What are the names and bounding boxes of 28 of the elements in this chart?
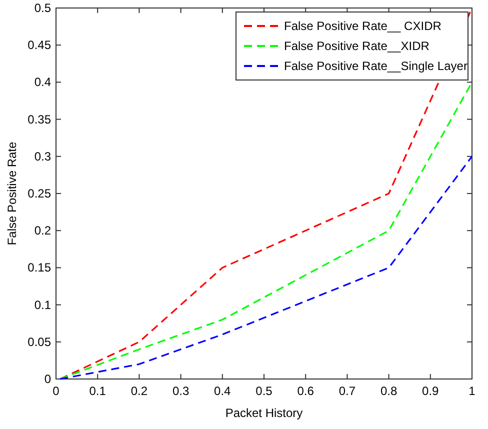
x-tick-label: 0.4 — [214, 384, 232, 398]
x-tick-label: 0 — [52, 384, 60, 398]
y-tick-label: 0.05 — [28, 334, 52, 349]
y-tick-label: 0.4 — [34, 75, 52, 90]
x-tick-label: 0.9 — [422, 384, 440, 398]
y-axis-title: False Positive Rate — [5, 141, 19, 246]
legend-label: False Positive Rate__XIDR — [284, 39, 430, 53]
y-tick-label: 0.5 — [34, 1, 52, 15]
y-tick-label: 0.2 — [34, 224, 52, 238]
x-tick-label: 0.6 — [297, 384, 314, 398]
x-tick-label: 0.5 — [256, 384, 273, 398]
x-tick-label: 0.1 — [89, 384, 106, 398]
x-tick-label: 0.7 — [338, 384, 356, 398]
legend-label: False Positive Rate__Single Layer — [284, 59, 468, 73]
y-tick-label: 0.1 — [34, 298, 52, 312]
x-tick-label: 1 — [468, 384, 476, 398]
y-tick-label: 0 — [44, 372, 52, 386]
y-tick-label: 0.45 — [28, 38, 52, 52]
x-tick-label: 0.8 — [380, 384, 398, 398]
y-tick-label: 0.3 — [34, 149, 52, 164]
y-tick-label: 0.25 — [28, 186, 52, 200]
legend-label: False Positive Rate__ CXIDR — [284, 19, 442, 33]
x-tick-label: 0.3 — [172, 384, 190, 398]
y-tick-label: 0.35 — [28, 112, 52, 126]
x-axis-title: Packet History — [225, 406, 303, 420]
line-series — [59, 156, 473, 380]
y-tick-label: 0.15 — [28, 260, 52, 275]
x-tick-label: 0.2 — [130, 384, 148, 398]
